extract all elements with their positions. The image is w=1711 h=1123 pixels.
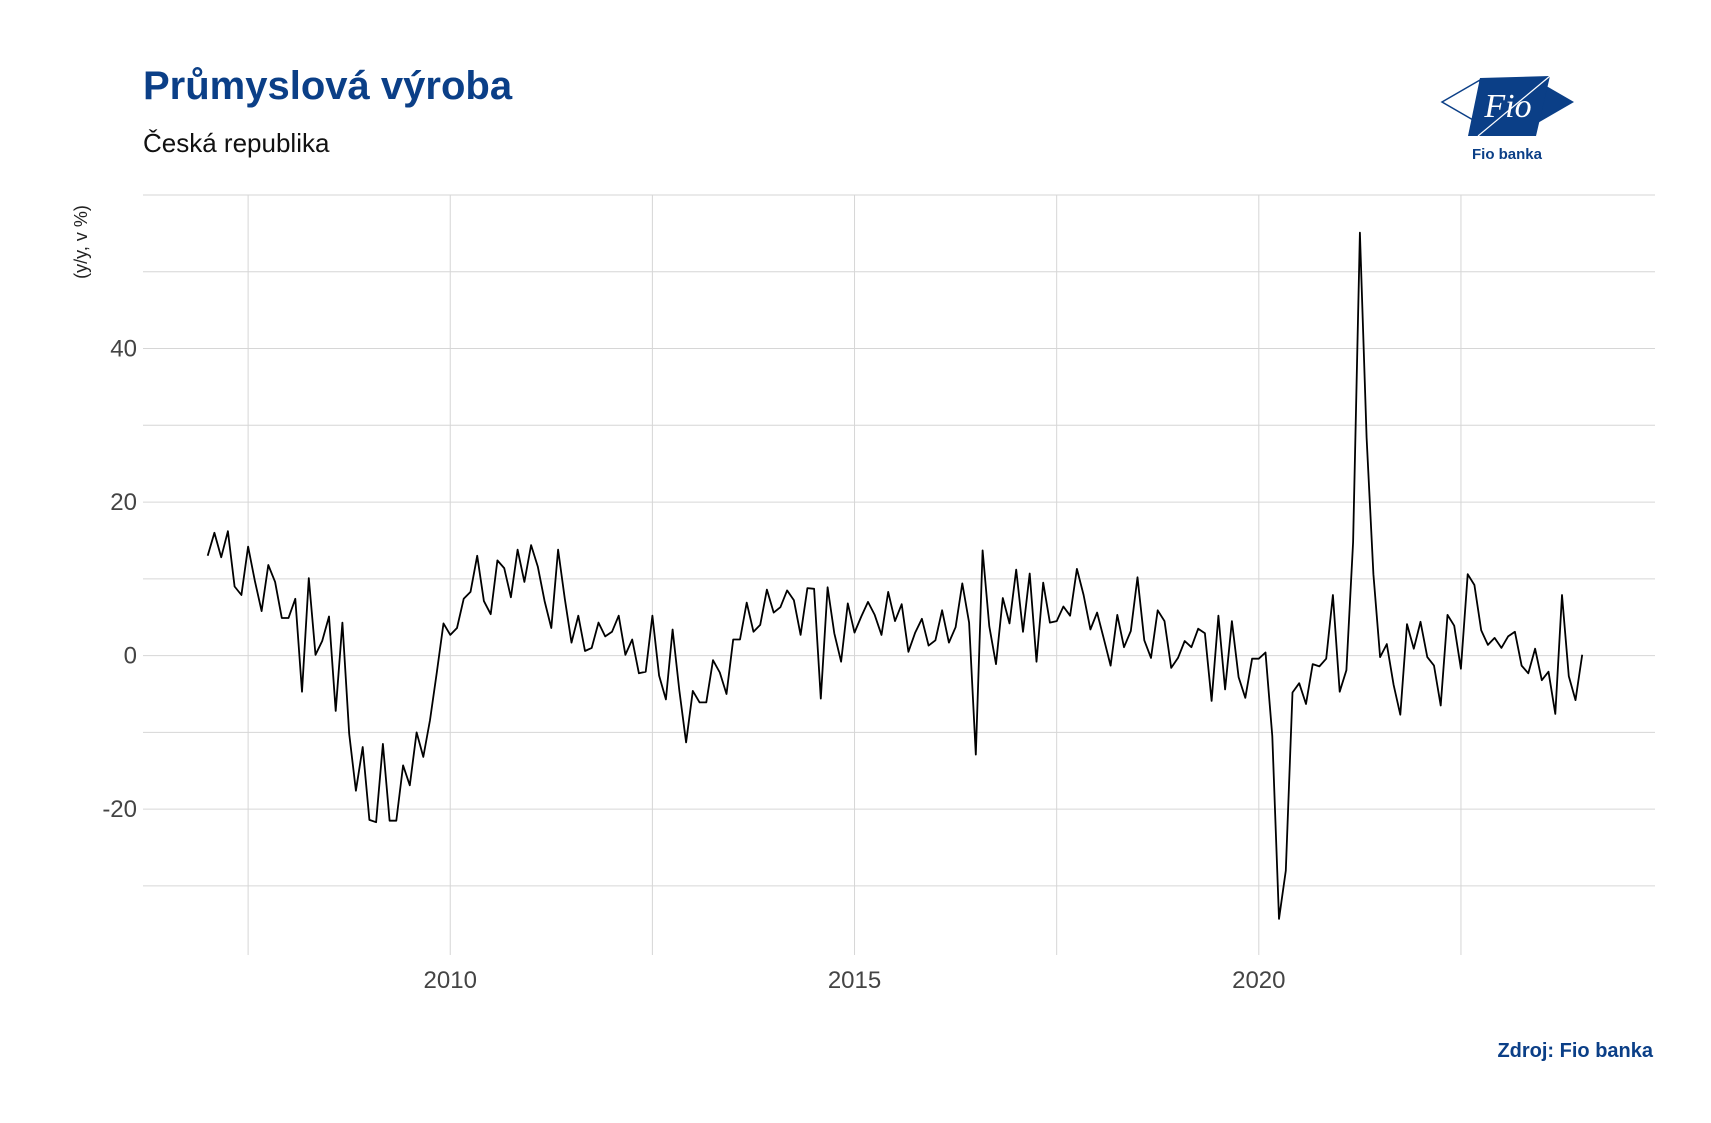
y-tick-label: 20 (110, 489, 137, 516)
y-tick-label: -20 (102, 796, 137, 823)
grid-layer (143, 194, 1655, 955)
x-tick-label: 2015 (828, 967, 881, 994)
tick-layer: -20 0 20 40 2010 2015 2020 (102, 336, 1285, 994)
fio-logo-text: Fio (1483, 88, 1531, 125)
y-tick-label: 0 (124, 643, 137, 670)
source-note: Zdroj: Fio banka (1497, 1040, 1653, 1062)
y-axis-label: (y/y, v %) (71, 205, 91, 279)
x-tick-label: 2010 (424, 967, 477, 994)
fio-logo-icon: Fio (1440, 75, 1574, 137)
fio-logo-caption: Fio banka (1471, 146, 1542, 163)
chart-subtitle: Česká republika (143, 128, 330, 158)
x-tick-label: 2020 (1232, 967, 1285, 994)
y-tick-label: 40 (110, 336, 137, 363)
series-line-industrial-production (206, 231, 1584, 920)
chart-title: Průmyslová výroba (143, 64, 513, 108)
